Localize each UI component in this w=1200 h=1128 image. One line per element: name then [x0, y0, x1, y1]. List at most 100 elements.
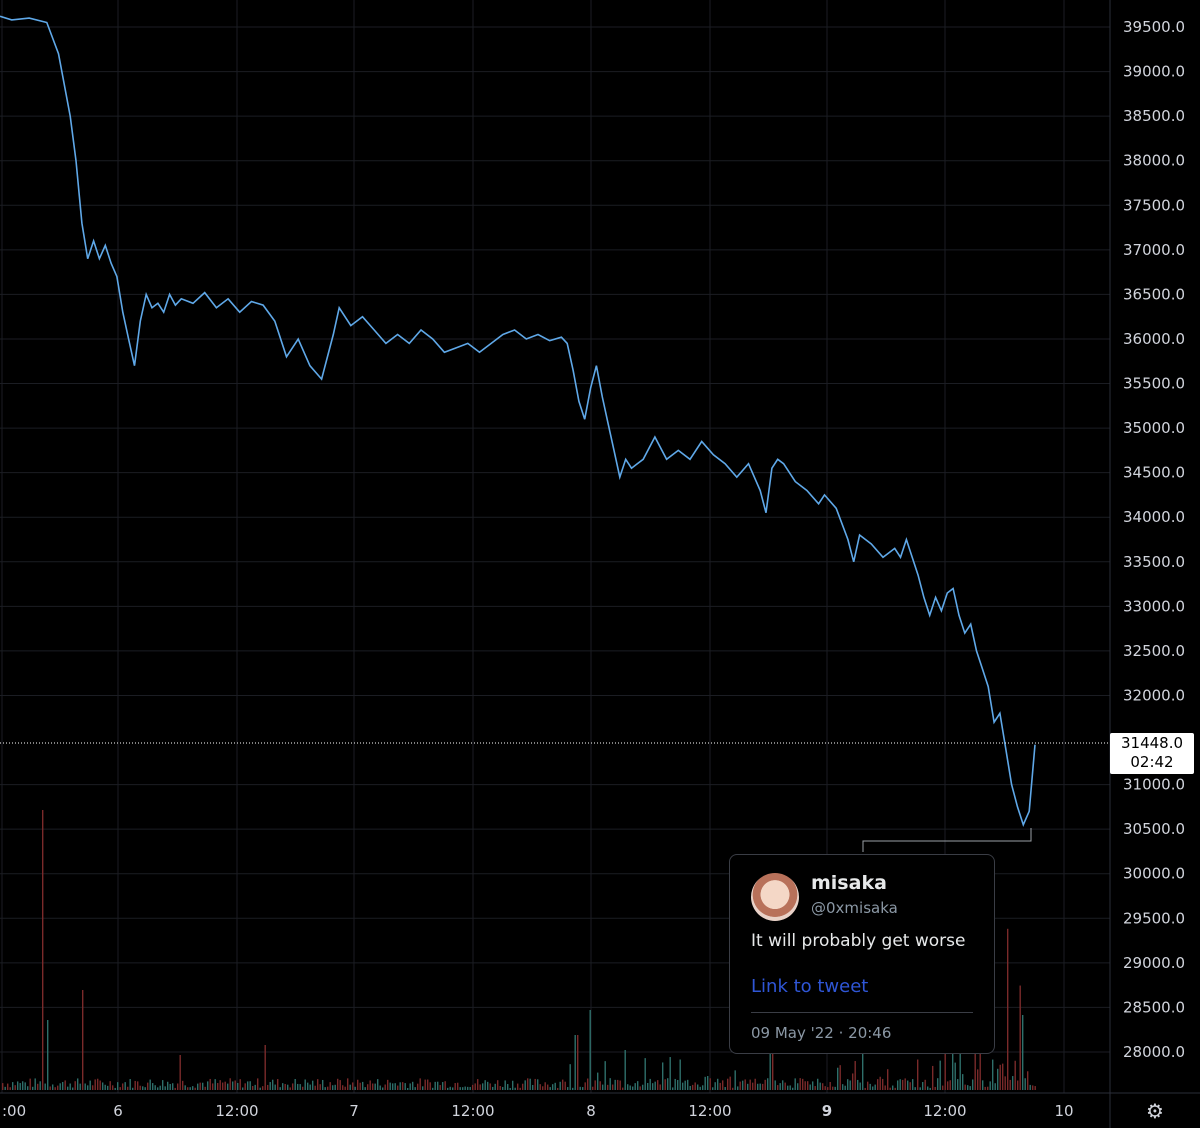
- volume-bar: [329, 1082, 331, 1090]
- tweet-connector: [862, 828, 1032, 852]
- volume-bar: [377, 1079, 379, 1090]
- volume-bar: [112, 1085, 114, 1090]
- volume-bar: [49, 1086, 51, 1090]
- volume-bar: [742, 1080, 744, 1090]
- volume-bar: [289, 1087, 291, 1090]
- price-tick-label: 30000.0: [1123, 865, 1185, 883]
- volume-bar: [989, 1081, 991, 1090]
- volume-bar: [687, 1079, 689, 1090]
- volume-bar: [484, 1080, 486, 1090]
- volume-bar: [404, 1083, 406, 1090]
- volume-bar: [392, 1083, 394, 1090]
- volume-bar: [9, 1087, 11, 1090]
- volume-bar: [124, 1082, 126, 1090]
- volume-bar: [974, 1050, 976, 1090]
- volume-bar: [309, 1084, 311, 1090]
- volume-bar: [727, 1078, 729, 1090]
- volume-bar: [2, 1083, 4, 1090]
- volume-bar: [197, 1083, 199, 1090]
- volume-bar: [237, 1082, 239, 1090]
- volume-bar: [734, 1070, 736, 1090]
- volume-bar: [549, 1087, 551, 1090]
- volume-bar: [827, 1087, 829, 1090]
- volume-bar: [369, 1080, 371, 1090]
- volume-bar: [909, 1082, 911, 1090]
- volume-bar: [892, 1085, 894, 1090]
- tweet-link[interactable]: Link to tweet: [751, 976, 869, 997]
- volume-bar: [489, 1083, 491, 1090]
- volume-bar: [582, 1087, 584, 1090]
- volume-bar: [97, 1078, 99, 1090]
- volume-bar: [497, 1080, 499, 1090]
- volume-bar: [359, 1082, 361, 1090]
- volume-bar: [759, 1083, 761, 1090]
- volume-bar: [957, 1079, 959, 1090]
- volume-bar: [109, 1081, 111, 1090]
- volume-bar: [444, 1081, 446, 1090]
- volume-bar: [912, 1079, 914, 1090]
- volume-bar: [987, 1086, 989, 1090]
- volume-bar: [44, 1083, 46, 1090]
- volume-bar: [724, 1087, 726, 1090]
- volume-bar: [522, 1083, 524, 1090]
- volume-bar: [1004, 1076, 1006, 1090]
- volume-bar: [589, 1010, 591, 1090]
- volume-bar: [37, 1083, 39, 1090]
- volume-bar: [192, 1086, 194, 1090]
- volume-bar: [982, 1080, 984, 1090]
- volume-bar: [232, 1081, 234, 1090]
- volume-bar: [327, 1086, 329, 1090]
- volume-bar: [637, 1081, 639, 1090]
- volume-bar: [699, 1086, 701, 1090]
- volume-bar: [657, 1080, 659, 1090]
- volume-bar: [267, 1084, 269, 1090]
- volume-bar: [604, 1061, 606, 1090]
- volume-bar: [479, 1084, 481, 1090]
- price-axis[interactable]: 39500.0 39000.0 38500.0 38000.0 37500.0 37000…: [1123, 18, 1185, 1061]
- volume-bar: [879, 1076, 881, 1090]
- volume-bar: [452, 1087, 454, 1090]
- volume-bar: [87, 1085, 89, 1090]
- volume-bar: [592, 1086, 594, 1090]
- volume-bar: [669, 1057, 671, 1090]
- gear-icon[interactable]: ⚙: [1146, 1099, 1164, 1123]
- time-axis[interactable]: :00 6 12:00 7 12:00 8 12:00 9 12:00 10: [2, 1102, 1074, 1120]
- volume-bar: [799, 1078, 801, 1090]
- price-tick-label: 39000.0: [1123, 63, 1185, 81]
- volume-bar: [487, 1081, 489, 1090]
- volume-bar: [857, 1079, 859, 1090]
- volume-bar: [719, 1082, 721, 1090]
- volume-bar: [507, 1084, 509, 1090]
- volume-bar: [1014, 1060, 1016, 1090]
- volume-bar: [117, 1082, 119, 1090]
- volume-bar: [312, 1080, 314, 1090]
- volume-bar: [594, 1080, 596, 1090]
- volume-bar: [587, 1078, 589, 1090]
- volume-bar: [969, 1086, 971, 1090]
- volume-bar: [222, 1082, 224, 1090]
- volume-bar: [922, 1082, 924, 1090]
- volume-bar: [999, 1064, 1001, 1090]
- volume-bar: [172, 1083, 174, 1090]
- volume-bar: [24, 1082, 26, 1090]
- volume-bar: [682, 1082, 684, 1090]
- volume-bar: [607, 1084, 609, 1090]
- current-price-value: 31448.0: [1120, 734, 1184, 752]
- volume-bar: [434, 1081, 436, 1090]
- volume-bar: [697, 1084, 699, 1090]
- volume-bar: [714, 1082, 716, 1090]
- volume-bar: [624, 1050, 626, 1090]
- volume-bar: [272, 1079, 274, 1090]
- volume-bar: [279, 1087, 281, 1090]
- volume-bar: [47, 1020, 49, 1090]
- candle-countdown: 02:42: [1130, 753, 1174, 771]
- volume-bar: [667, 1078, 669, 1090]
- volume-bar: [72, 1087, 74, 1090]
- volume-bar: [959, 1047, 961, 1090]
- volume-bar: [107, 1085, 109, 1090]
- volume-bars: [2, 810, 1036, 1090]
- price-tick-label: 37500.0: [1123, 196, 1185, 214]
- volume-bar: [882, 1078, 884, 1090]
- volume-bar: [144, 1087, 146, 1090]
